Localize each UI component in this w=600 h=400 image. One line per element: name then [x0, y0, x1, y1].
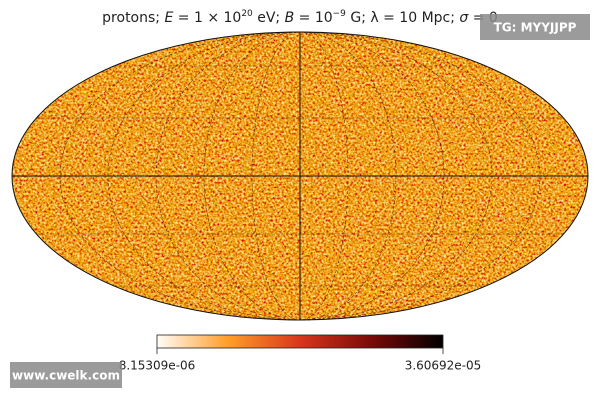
colorbar-tick-label: 8.15309e-06 — [119, 359, 196, 373]
watermark-box — [480, 14, 590, 40]
colorbar-gradient — [156, 334, 444, 349]
watermark-top: TG: MYYJJPP — [480, 14, 590, 40]
watermark-text: TG: MYYJJPP — [494, 21, 577, 35]
map-border — [11, 31, 589, 321]
watermark-bottom: www.cwelk.com — [10, 362, 122, 388]
watermark-text: www.cwelk.com — [12, 369, 120, 383]
watermark-box — [10, 362, 122, 388]
colorbar: 8.15309e-06 3.60692e-05 — [119, 334, 482, 373]
sky-map — [11, 31, 589, 321]
colorbar-tick-label: 3.60692e-05 — [405, 359, 482, 373]
chart-title: protons; E = 1 × 1020 eV; B = 10−9 G; λ … — [102, 9, 498, 27]
